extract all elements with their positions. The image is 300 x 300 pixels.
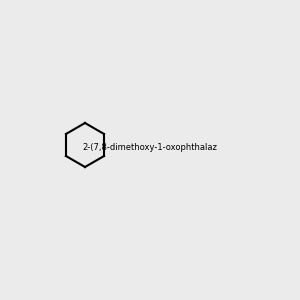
Text: 2-(7,8-dimethoxy-1-oxophthalaz: 2-(7,8-dimethoxy-1-oxophthalaz [82,143,218,152]
